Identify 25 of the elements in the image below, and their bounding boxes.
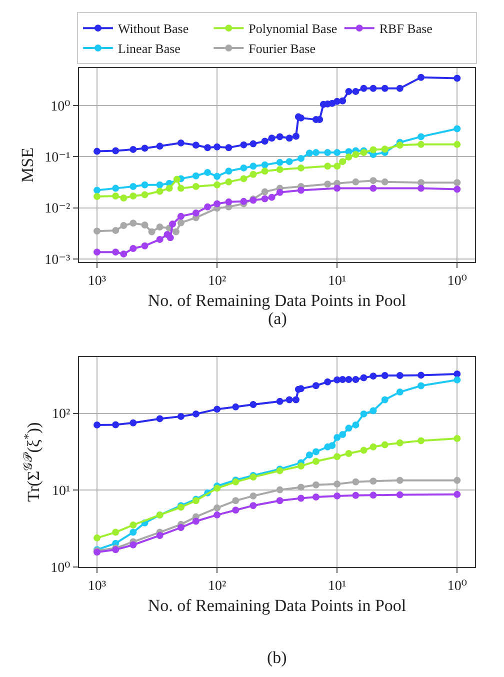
x-tick-label: 10³ bbox=[88, 578, 106, 594]
y-tick-label: 10⁰ bbox=[50, 560, 71, 576]
x-tick-label: 10⁰ bbox=[447, 578, 468, 594]
x-tick-label: 10¹ bbox=[328, 274, 346, 289]
legend-label: Fourier Base bbox=[248, 41, 316, 56]
x-tick-label: 10² bbox=[208, 274, 226, 289]
x-axis-title: No. of Remaining Data Points in Pool bbox=[148, 291, 406, 310]
legend-label: Without Base bbox=[118, 21, 189, 36]
y-tick-label: 10¹ bbox=[52, 484, 70, 500]
y-tick-label: 10⁻² bbox=[44, 202, 70, 217]
x-axis-title: No. of Remaining Data Points in Pool bbox=[148, 596, 406, 616]
text: (a) bbox=[268, 309, 287, 328]
y-tick-label: 10⁰ bbox=[50, 99, 71, 114]
y-axis-title: MSE bbox=[18, 148, 38, 182]
legend-label: RBF Base bbox=[379, 21, 433, 36]
text: (b) bbox=[267, 648, 287, 667]
legend-label: Linear Base bbox=[118, 41, 181, 56]
x-tick-label: 10³ bbox=[88, 274, 106, 289]
legend-label: Polynomial Base bbox=[248, 21, 338, 36]
x-tick-label: 10¹ bbox=[328, 578, 346, 594]
x-tick-label: 10⁰ bbox=[447, 274, 468, 289]
x-tick-label: 10² bbox=[208, 578, 226, 594]
y-tick-label: 10⁻¹ bbox=[44, 150, 70, 166]
y-tick-label: 10² bbox=[52, 407, 70, 422]
y-tick-label: 10⁻³ bbox=[44, 252, 70, 268]
